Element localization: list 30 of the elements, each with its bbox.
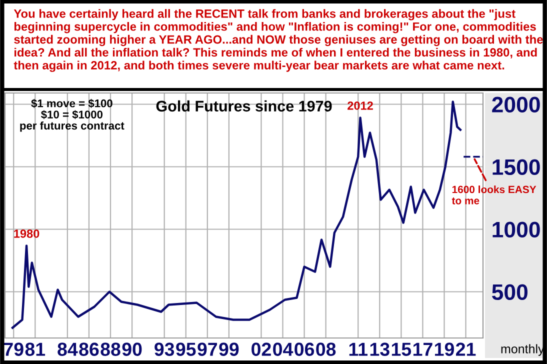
chart-title: Gold Futures since 1979 [156, 100, 332, 112]
annotation: 1980 [14, 230, 40, 238]
y-tick-label: 1000 [492, 222, 540, 238]
annotation: 1600 looks EASY to me [452, 186, 536, 204]
x-tick-label: 13 [370, 342, 390, 356]
x-tick-label: 19 [434, 342, 454, 356]
y-tick-label: 2000 [492, 96, 540, 113]
x-tick-label: 99 [219, 342, 239, 356]
x-tick-label: 17 [413, 342, 432, 356]
x-tick-label: 21 [456, 342, 476, 356]
x-tick-label: 02 [252, 342, 271, 356]
x-tick-label: 81 [25, 342, 46, 356]
x-tick-label: 84 [58, 342, 78, 356]
y-tick-label: 500 [492, 284, 528, 300]
annotation: $1 move = $100 $10 = $1000 per futures contract [20, 98, 124, 132]
x-tick-label: 95 [176, 342, 196, 356]
x-tick-label: 11 [349, 342, 368, 356]
y-tick-label: 1500 [492, 159, 540, 176]
chart-subtitle: You have certainly heard all the RECENT talk from banks and brokerages about the "just beginning supercycle in commodities" and how "Inflation is coming!" For one, commodities started zooming higher a YEAR AGO...and NOW those geniuses are getting on board with the idea? And all the inflation talk? This reminds me of when I entered the business in 1980, and then again in 2012, and both times severe multi-year bear markets are what came next. [14, 9, 543, 72]
annotation: 2012 [348, 102, 373, 110]
x-tick-label: 86 [79, 342, 99, 356]
x-tick-label: 06 [294, 342, 314, 356]
x-tick-label: 04 [273, 342, 294, 356]
x-tick-label: 15 [392, 342, 412, 356]
x-tick-label: 08 [316, 342, 336, 356]
x-tick-label: 93 [154, 342, 174, 356]
x-tick-label: 90 [122, 342, 142, 356]
x-tick-label: 88 [100, 342, 120, 356]
x-axis-title: monthly [501, 344, 544, 356]
x-tick-label: 97 [198, 342, 217, 356]
